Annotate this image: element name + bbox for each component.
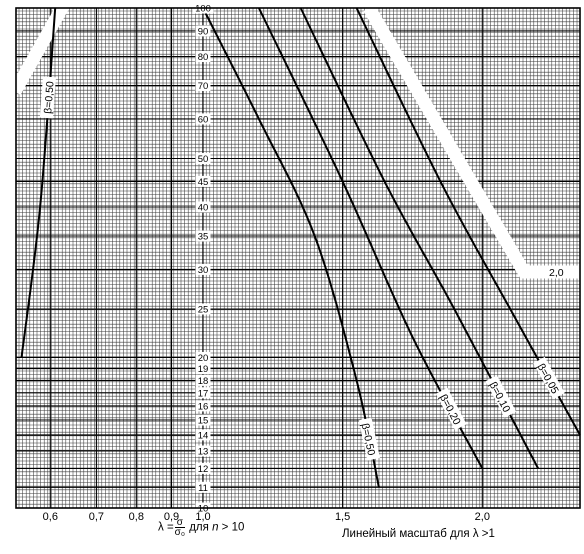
n-tick-label-bg: [195, 352, 211, 363]
caption-for-word: для: [189, 521, 209, 534]
n-tick-label: 35: [198, 232, 209, 243]
series-label-bg: [358, 417, 380, 461]
n-tick-label: 45: [198, 177, 209, 188]
n-tick-label: 12: [198, 464, 209, 475]
n-tick-label: 17: [198, 388, 209, 399]
plot-area: 2,0 β=0,50β=0,50β=0,20 β=0,10β=0,05 10111…: [9, 0, 581, 515]
x-axis-ticks: 0,6 0,7 0,8 0,9 1,0 1,5 2,0: [43, 511, 490, 523]
n-tick-label-bg: [195, 462, 211, 474]
x-tick-label-right: 1,5: [335, 511, 350, 523]
plot-frame: [15, 7, 581, 509]
n-tick-label: 15: [198, 416, 209, 427]
x-tick-label-left: 0,7: [89, 511, 104, 523]
fraction-numerator: σ: [174, 518, 185, 528]
n-tick-label: 11: [198, 483, 208, 494]
n-tick-label-bg: [195, 429, 211, 441]
n-tick-label: 70: [198, 81, 209, 92]
caption-variable-n: n: [212, 521, 219, 534]
n-tick-label-bg: [195, 445, 211, 457]
n-tick-label: 19: [198, 364, 209, 375]
n-tick-label: 13: [198, 447, 209, 458]
x-tick-label-left: 0,6: [43, 511, 58, 523]
n-tick-label-bg: [195, 387, 211, 399]
n-tick-label-bg: [195, 80, 211, 91]
series-label: β=0,50: [39, 76, 57, 119]
series-label-bg: [533, 356, 565, 400]
boundary-band-right: [363, 4, 580, 279]
series-label-bg: [435, 387, 467, 431]
x-axis-caption-right: Линейный масштаб для λ >1: [342, 528, 495, 540]
n-tick-label-bg: [195, 201, 211, 213]
n-tick-label-bg: [195, 153, 211, 164]
n-tick-label-bg: [195, 374, 211, 386]
series-label-bg: [39, 76, 56, 119]
n-tick-label: 80: [198, 52, 209, 63]
x-tick-label-left: 1,0: [195, 511, 210, 523]
n-tick-label-bg: [195, 481, 211, 493]
x-tick-label-right: 2,0: [475, 511, 490, 523]
x-tick-label-left: 0,9: [164, 511, 179, 523]
series-curve: [202, 7, 380, 488]
n-tick-label: 14: [198, 430, 209, 441]
n-tick-label: 20: [198, 353, 209, 364]
n-tick-label-bg: [195, 25, 211, 37]
lambda-equals: λ =: [158, 521, 174, 534]
series-label-text: β=0,50: [42, 81, 56, 115]
n-tick-label: 40: [198, 203, 209, 214]
series-label-bg: [485, 375, 517, 418]
n-tick-label: 10: [198, 504, 209, 515]
n-tick-label: 60: [198, 114, 209, 125]
n-tick-label: 100: [195, 4, 211, 15]
n-tick-label-bg: [195, 175, 211, 187]
plot-background: [16, 8, 580, 508]
n-tick-label-bg: [195, 400, 211, 412]
n-tick-label-bg: [195, 414, 211, 426]
n-tick-label: 50: [198, 154, 209, 165]
n-tick-label: 90: [198, 26, 209, 37]
x-tick-label-left: 0,8: [129, 511, 144, 523]
grid-lines: [16, 7, 580, 509]
n-tick-label-bg: [195, 230, 211, 242]
n-tick-label: 18: [198, 376, 209, 387]
n-tick-label-bg: [195, 113, 211, 125]
n-tick-label: 25: [198, 305, 209, 316]
n-tick-label-bg: [195, 51, 211, 62]
n-tick-label: 16: [198, 401, 209, 412]
n-tick-label-bg: [195, 303, 211, 315]
boundary-label: 2,0: [549, 267, 564, 279]
n-tick-label-bg: [195, 363, 211, 375]
n-tick-label: 30: [198, 265, 209, 276]
series-curve: [20, 7, 57, 358]
n-tick-label-bg: [195, 263, 211, 275]
fraction-denominator: σ₀: [174, 527, 185, 538]
caption-condition: > 10: [221, 521, 245, 534]
x-axis-caption-left: λ = σ σ₀ для n > 10: [158, 518, 245, 538]
sigma-fraction: σ σ₀: [174, 518, 185, 538]
